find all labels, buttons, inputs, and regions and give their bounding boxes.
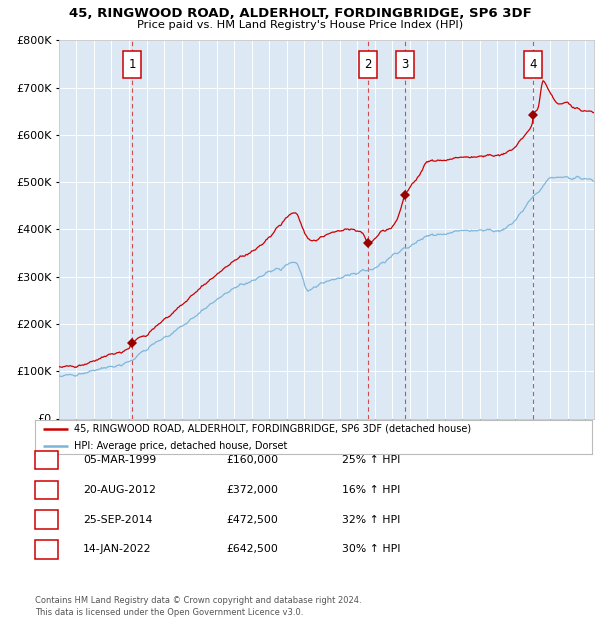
Text: 1: 1: [43, 455, 50, 465]
Text: £642,500: £642,500: [227, 544, 278, 554]
Text: 25-SEP-2014: 25-SEP-2014: [83, 515, 152, 525]
Text: 3: 3: [401, 58, 409, 71]
FancyBboxPatch shape: [524, 51, 542, 78]
Text: 25% ↑ HPI: 25% ↑ HPI: [342, 455, 400, 465]
Text: 2: 2: [364, 58, 372, 71]
Text: 30% ↑ HPI: 30% ↑ HPI: [342, 544, 401, 554]
Text: 16% ↑ HPI: 16% ↑ HPI: [342, 485, 400, 495]
Text: 14-JAN-2022: 14-JAN-2022: [83, 544, 151, 554]
Text: 32% ↑ HPI: 32% ↑ HPI: [342, 515, 400, 525]
Text: 45, RINGWOOD ROAD, ALDERHOLT, FORDINGBRIDGE, SP6 3DF: 45, RINGWOOD ROAD, ALDERHOLT, FORDINGBRI…: [68, 7, 532, 20]
Text: £472,500: £472,500: [227, 515, 278, 525]
Text: 4: 4: [43, 544, 50, 554]
Text: HPI: Average price, detached house, Dorset: HPI: Average price, detached house, Dors…: [74, 441, 287, 451]
Text: 45, RINGWOOD ROAD, ALDERHOLT, FORDINGBRIDGE, SP6 3DF (detached house): 45, RINGWOOD ROAD, ALDERHOLT, FORDINGBRI…: [74, 423, 471, 434]
Text: 05-MAR-1999: 05-MAR-1999: [83, 455, 156, 465]
Text: 3: 3: [43, 515, 50, 525]
Text: 20-AUG-2012: 20-AUG-2012: [83, 485, 155, 495]
FancyBboxPatch shape: [359, 51, 377, 78]
FancyBboxPatch shape: [123, 51, 141, 78]
FancyBboxPatch shape: [396, 51, 414, 78]
Text: 2: 2: [43, 485, 50, 495]
Text: £372,000: £372,000: [227, 485, 279, 495]
Text: £160,000: £160,000: [227, 455, 279, 465]
Text: 4: 4: [530, 58, 537, 71]
Text: 1: 1: [128, 58, 136, 71]
Text: Price paid vs. HM Land Registry's House Price Index (HPI): Price paid vs. HM Land Registry's House …: [137, 20, 463, 30]
Text: Contains HM Land Registry data © Crown copyright and database right 2024.
This d: Contains HM Land Registry data © Crown c…: [35, 596, 361, 617]
